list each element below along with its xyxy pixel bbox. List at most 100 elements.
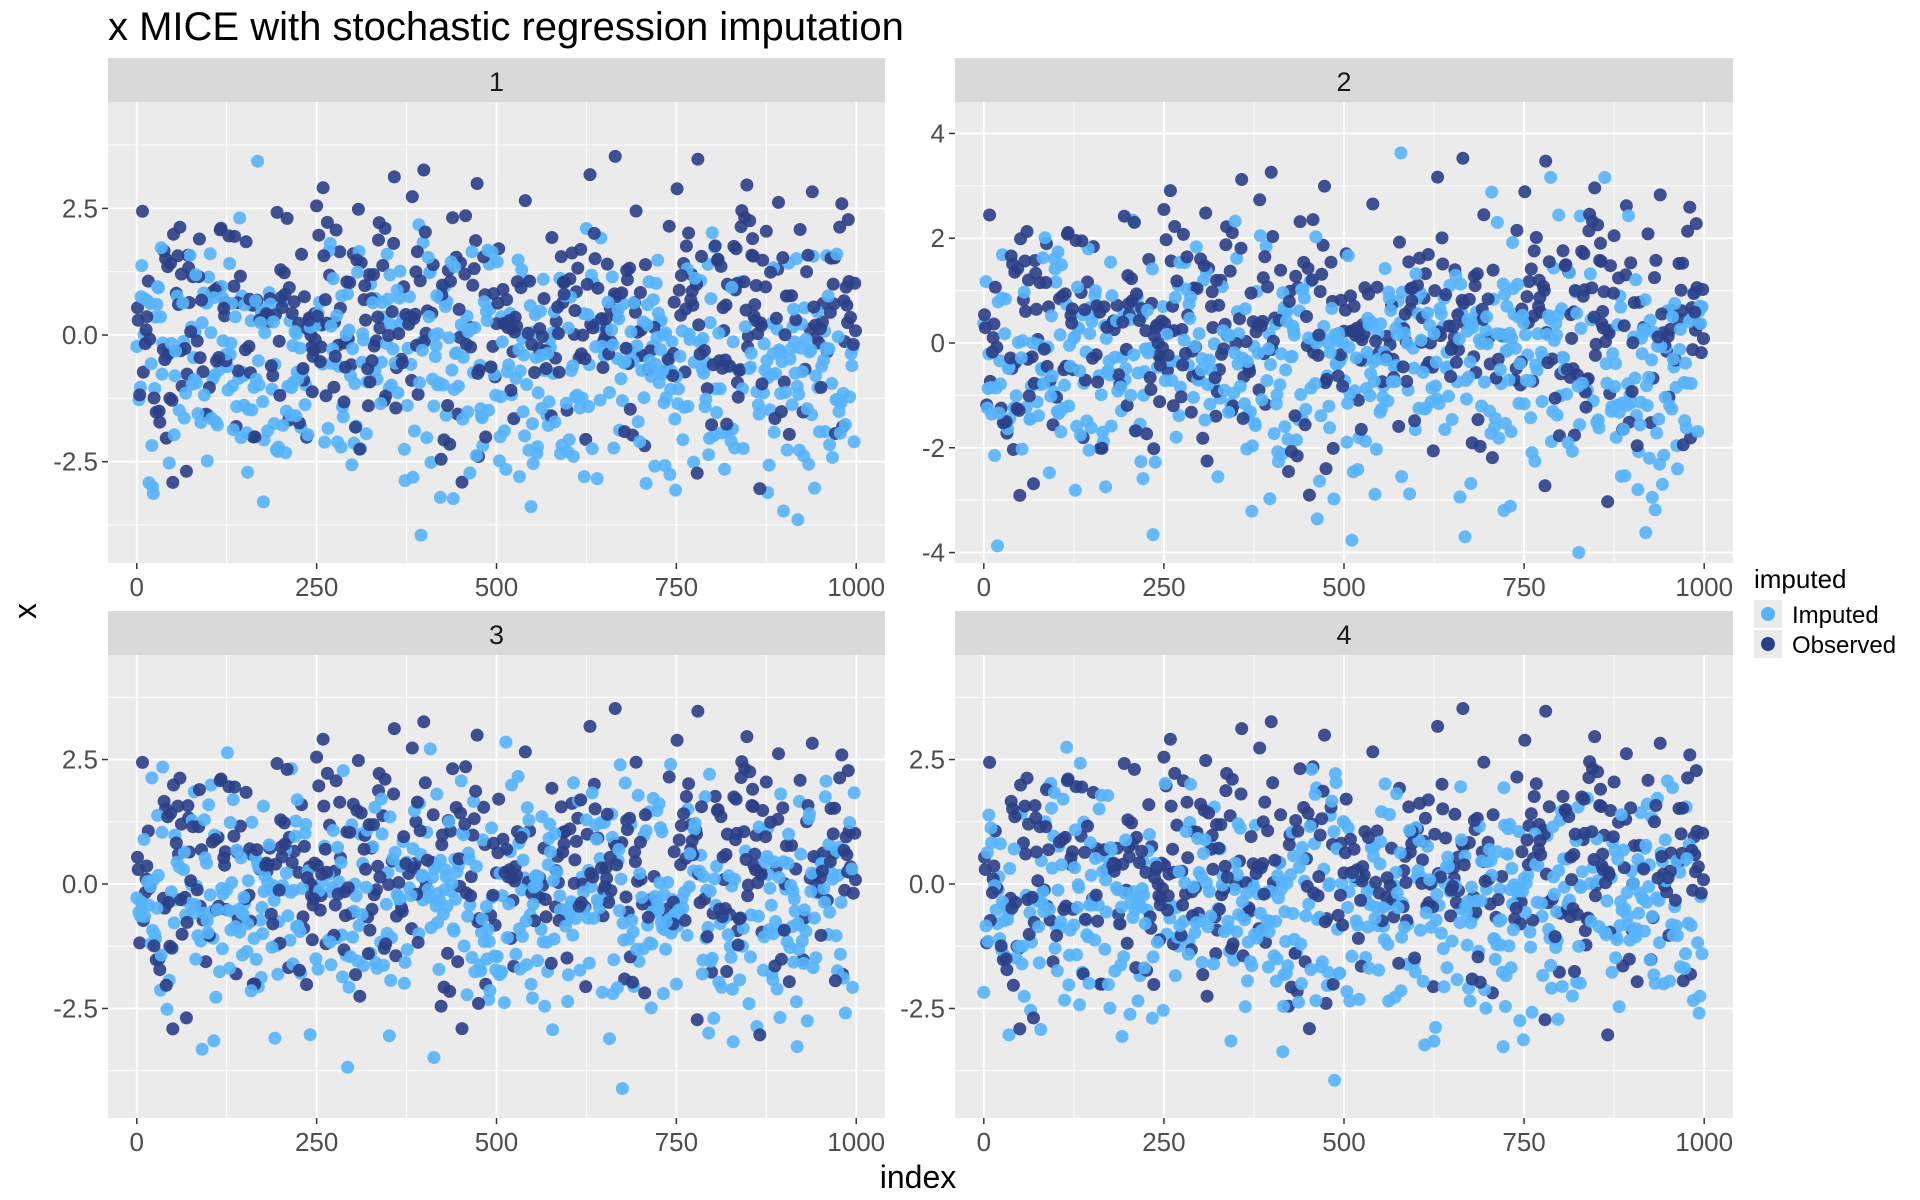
point-imputed bbox=[1230, 251, 1244, 265]
point-imputed bbox=[639, 476, 653, 490]
point-imputed bbox=[1411, 864, 1425, 878]
point-imputed bbox=[1653, 936, 1666, 950]
point-observed bbox=[285, 306, 299, 320]
point-observed bbox=[1253, 193, 1267, 207]
point-observed bbox=[828, 801, 842, 815]
y-tick-label: 2 bbox=[931, 223, 945, 253]
point-observed bbox=[171, 799, 185, 813]
point-observed bbox=[318, 842, 332, 856]
point-observed bbox=[1037, 342, 1051, 356]
point-imputed bbox=[547, 932, 561, 946]
point-imputed bbox=[1245, 504, 1259, 518]
y-tick-label: -2.5 bbox=[900, 993, 945, 1023]
point-imputed bbox=[1136, 472, 1150, 486]
point-observed bbox=[1681, 771, 1695, 785]
point-observed bbox=[166, 1022, 180, 1036]
point-imputed bbox=[301, 428, 315, 442]
x-tick-label: 250 bbox=[295, 572, 338, 602]
point-observed bbox=[578, 352, 592, 366]
point-observed bbox=[716, 850, 730, 864]
point-imputed bbox=[1485, 185, 1499, 199]
point-imputed bbox=[1063, 338, 1076, 352]
point-imputed bbox=[156, 760, 170, 774]
point-imputed bbox=[359, 880, 373, 894]
point-observed bbox=[467, 262, 481, 276]
point-imputed bbox=[1287, 328, 1301, 342]
point-imputed bbox=[256, 495, 270, 509]
point-imputed bbox=[1614, 808, 1628, 822]
point-observed bbox=[835, 748, 849, 762]
point-imputed bbox=[1309, 994, 1323, 1008]
point-imputed bbox=[1201, 920, 1215, 934]
point-observed bbox=[1117, 757, 1131, 770]
point-imputed bbox=[336, 970, 349, 984]
point-observed bbox=[392, 327, 406, 341]
point-imputed bbox=[1002, 1028, 1016, 1042]
point-observed bbox=[273, 388, 287, 402]
point-observed bbox=[769, 311, 783, 325]
point-observed bbox=[1520, 833, 1534, 847]
point-imputed bbox=[1454, 780, 1468, 794]
point-observed bbox=[312, 779, 326, 793]
point-imputed bbox=[582, 956, 596, 970]
point-imputed bbox=[1694, 317, 1708, 331]
point-observed bbox=[1331, 369, 1345, 383]
point-observed bbox=[1293, 215, 1307, 229]
point-observed bbox=[1369, 875, 1383, 889]
point-observed bbox=[638, 258, 652, 272]
point-observed bbox=[1477, 755, 1491, 769]
point-observed bbox=[510, 275, 524, 289]
point-imputed bbox=[477, 935, 491, 949]
point-observed bbox=[1538, 479, 1552, 493]
point-observed bbox=[672, 833, 686, 847]
point-observed bbox=[367, 339, 381, 353]
point-observed bbox=[1244, 830, 1258, 844]
point-imputed bbox=[1503, 818, 1517, 831]
point-imputed bbox=[573, 401, 587, 415]
point-observed bbox=[1542, 255, 1556, 269]
point-observed bbox=[1168, 766, 1182, 780]
point-observed bbox=[1244, 286, 1258, 300]
point-imputed bbox=[744, 950, 757, 964]
point-observed bbox=[846, 886, 860, 900]
point-observed bbox=[764, 265, 778, 279]
point-imputed bbox=[460, 988, 474, 1002]
point-observed bbox=[1320, 372, 1334, 386]
point-imputed bbox=[1295, 283, 1308, 297]
point-imputed bbox=[825, 377, 839, 390]
point-imputed bbox=[1221, 914, 1235, 928]
point-observed bbox=[1288, 409, 1302, 423]
point-observed bbox=[212, 351, 226, 364]
point-observed bbox=[983, 208, 997, 222]
point-imputed bbox=[561, 321, 575, 335]
point-imputed bbox=[1183, 312, 1197, 325]
point-observed bbox=[479, 430, 493, 444]
x-tick-label: 1000 bbox=[827, 1127, 885, 1157]
point-observed bbox=[418, 225, 432, 239]
point-imputed bbox=[467, 794, 480, 808]
point-observed bbox=[586, 321, 600, 335]
point-imputed bbox=[355, 908, 369, 922]
point-imputed bbox=[223, 961, 237, 975]
point-imputed bbox=[427, 1051, 441, 1064]
point-observed bbox=[1558, 259, 1572, 273]
point-imputed bbox=[1281, 432, 1295, 446]
point-imputed bbox=[1367, 355, 1380, 369]
point-imputed bbox=[526, 897, 540, 911]
point-observed bbox=[1542, 800, 1556, 814]
point-imputed bbox=[703, 316, 717, 330]
point-observed bbox=[272, 883, 286, 897]
point-observed bbox=[233, 819, 247, 833]
point-imputed bbox=[984, 381, 998, 394]
point-imputed bbox=[1658, 833, 1672, 847]
point-imputed bbox=[1232, 908, 1246, 922]
point-imputed bbox=[982, 808, 996, 822]
point-imputed bbox=[1663, 399, 1677, 413]
point-observed bbox=[1607, 775, 1621, 789]
point-observed bbox=[574, 793, 588, 807]
point-imputed bbox=[705, 226, 719, 240]
point-observed bbox=[184, 325, 198, 339]
point-imputed bbox=[1668, 297, 1682, 310]
point-observed bbox=[269, 857, 283, 871]
point-imputed bbox=[770, 982, 784, 996]
